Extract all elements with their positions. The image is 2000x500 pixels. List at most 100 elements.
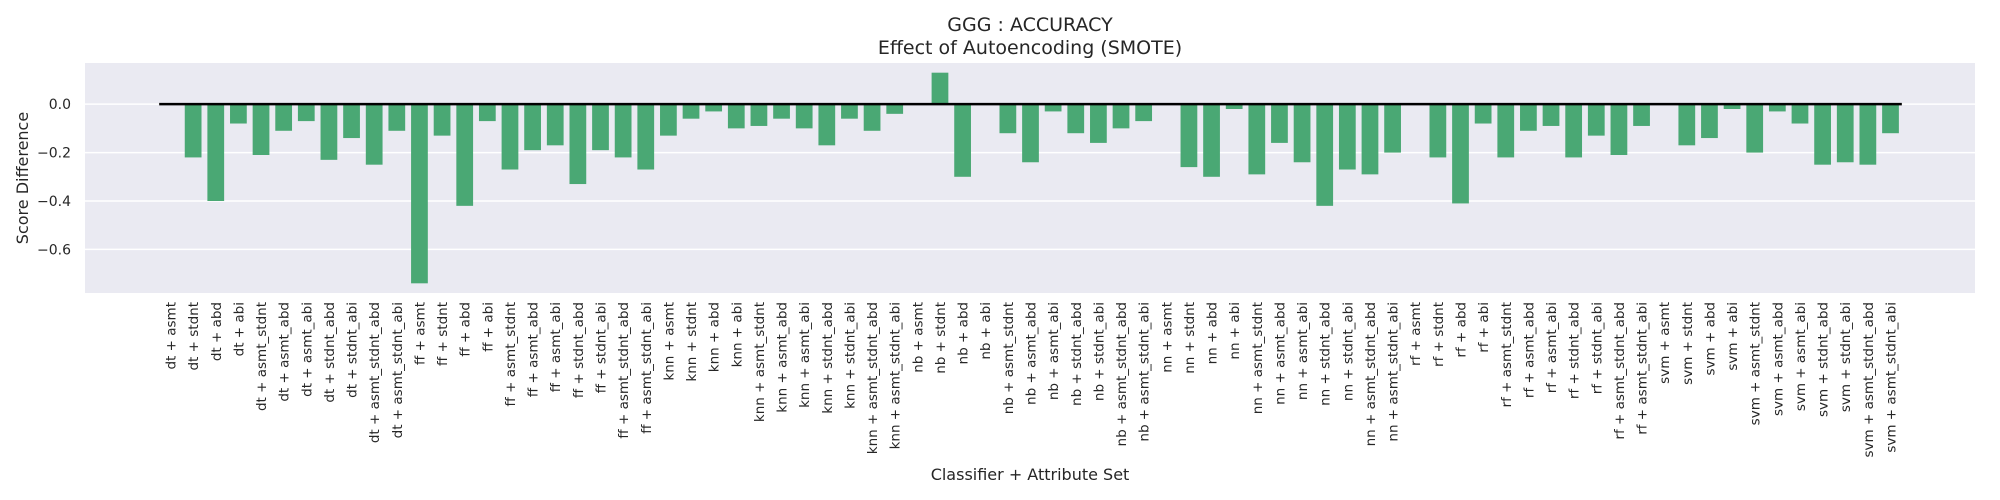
- chart-subtitle: Effect of Autoencoding (SMOTE): [878, 37, 1182, 59]
- x-tick-label: rf + asmt_abi: [1544, 302, 1560, 393]
- bar: [999, 104, 1017, 134]
- x-tick-label: dt + stdnt_abi: [345, 302, 361, 398]
- bar: [1384, 104, 1401, 153]
- x-tick-label: svm + asmt_abd: [1770, 302, 1786, 416]
- x-tick-label: nn + abd: [1205, 302, 1221, 364]
- y-tick-labels: 0.0 −0.2 −0.4 −0.6: [37, 97, 71, 258]
- bar: [184, 104, 202, 158]
- x-tick-label: svm + asmt: [1657, 302, 1673, 384]
- y-tick-label: 0.0: [49, 97, 71, 113]
- bar: [592, 104, 609, 151]
- x-tick-label: svm + stdnt_abd: [1816, 302, 1832, 417]
- x-tick-label: nn + stdnt_abd: [1318, 302, 1334, 406]
- x-tick-label: nn + asmt_stdnt_abi: [1386, 302, 1402, 442]
- bar: [1542, 104, 1560, 126]
- bar: [1316, 104, 1334, 206]
- bar: [886, 104, 904, 114]
- bar: [1723, 104, 1741, 109]
- x-tick-label: nn + stdnt_abi: [1340, 302, 1356, 401]
- x-tick-label: rf + asmt_stdnt_abi: [1635, 302, 1651, 435]
- bar: [1610, 104, 1628, 155]
- x-tick-label: dt + asmt_stdnt_abd: [367, 302, 383, 443]
- bar: [614, 104, 632, 158]
- bar: [660, 104, 677, 136]
- y-tick-label: −0.4: [37, 194, 71, 210]
- bar: [546, 104, 564, 146]
- x-tick-label: knn + stdnt_abd: [820, 302, 836, 414]
- bar: [1429, 104, 1447, 158]
- bar: [478, 104, 496, 122]
- x-tick-label: rf + asmt_abd: [1521, 302, 1537, 398]
- bar: [682, 104, 700, 119]
- x-tick-label: ff + asmt: [412, 302, 428, 365]
- bar: [1067, 104, 1085, 134]
- x-tick-label: knn + stdnt_abi: [842, 302, 858, 409]
- bar: [1452, 104, 1469, 204]
- bar: [1180, 104, 1198, 168]
- bar: [456, 104, 474, 206]
- x-tick-label: ff + asmt_abd: [526, 302, 542, 397]
- bar: [1859, 104, 1877, 165]
- bar: [252, 104, 270, 155]
- x-tick-label: svm + stdnt: [1680, 302, 1696, 385]
- bar: [1678, 104, 1696, 146]
- bar: [297, 104, 315, 122]
- bar: [1882, 104, 1899, 134]
- x-tick-label: ff + asmt_stdnt_abi: [639, 302, 655, 434]
- x-tick-label: ff + stdnt: [435, 302, 451, 366]
- x-tick-label: nn + asmt_abi: [1295, 302, 1311, 400]
- bar: [1836, 104, 1854, 163]
- plot-area: [85, 63, 1975, 293]
- x-tick-label: rf + stdnt_abi: [1589, 302, 1605, 394]
- bar: [501, 104, 519, 170]
- x-tick-label: rf + stdnt: [1431, 302, 1447, 367]
- x-tick-label: svm + asmt_stdnt: [1748, 302, 1764, 425]
- x-tick-label: svm + asmt_stdnt_abi: [1884, 302, 1900, 453]
- bar: [1497, 104, 1515, 158]
- bar: [1791, 104, 1809, 124]
- bar: [1090, 104, 1107, 143]
- x-tick-label: svm + abi: [1725, 302, 1741, 371]
- x-tick-label: ff + abd: [458, 302, 474, 357]
- x-tick-label: nb + stdnt: [933, 302, 949, 374]
- bar: [1474, 104, 1492, 124]
- x-tick-label: knn + asmt_abi: [797, 302, 813, 408]
- x-tick-label: dt + stdnt_abd: [322, 302, 338, 403]
- x-tick-label: dt + stdnt: [186, 302, 202, 371]
- x-tick-label: knn + abi: [729, 302, 745, 367]
- x-tick-label: knn + asmt_abd: [775, 302, 791, 413]
- x-tick-label: svm + asmt_abi: [1793, 302, 1809, 411]
- bar: [954, 104, 971, 177]
- x-tick-label: nn + abi: [1227, 302, 1243, 360]
- x-tick-label: dt + asmt_abi: [299, 302, 315, 397]
- bar: [1203, 104, 1220, 177]
- chart-title: GGG : ACCURACY: [947, 14, 1113, 36]
- x-tick-label: nb + asmt_abi: [1046, 302, 1062, 400]
- x-tick-label: rf + abi: [1476, 302, 1492, 353]
- x-tick-label: ff + stdnt_abi: [594, 302, 610, 393]
- x-tick-label: dt + abd: [209, 302, 225, 361]
- bar: [1248, 104, 1266, 175]
- bar: [1746, 104, 1764, 153]
- bar: [931, 72, 949, 105]
- bar: [863, 104, 881, 131]
- x-tick-label: rf + asmt_stdnt_abd: [1612, 302, 1628, 440]
- x-tick-label: nb + abd: [956, 302, 972, 364]
- x-tick-label: ff + stdnt_abd: [571, 302, 587, 398]
- bar: [569, 104, 587, 185]
- x-tick-label: nn + asmt: [1159, 302, 1175, 373]
- bar: [1520, 104, 1537, 131]
- x-tick-label: dt + asmt: [164, 302, 180, 370]
- y-tick-label: −0.6: [37, 242, 71, 258]
- bar: [343, 104, 360, 139]
- y-tick-label: −0.2: [37, 146, 71, 162]
- x-tick-label: nb + asmt_abd: [1024, 302, 1040, 405]
- bar: [1293, 104, 1311, 163]
- bar: [524, 104, 541, 151]
- x-tick-label: nn + asmt_stdnt_abd: [1363, 302, 1379, 446]
- x-tick-label: nb + asmt_stdnt_abd: [1114, 302, 1130, 446]
- x-tick-label: rf + asmt: [1408, 302, 1424, 366]
- x-tick-label: ff + asmt_abi: [548, 302, 564, 392]
- bar: [1044, 104, 1062, 112]
- bar: [1338, 104, 1356, 170]
